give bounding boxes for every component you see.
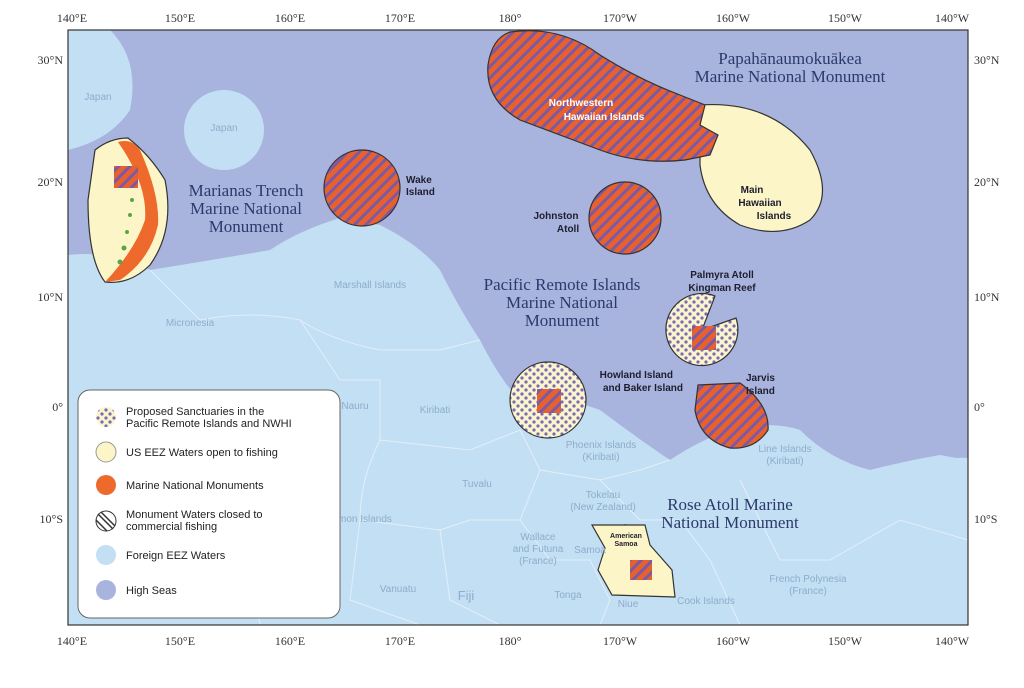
region-label: Tokelau (New Zealand) [570,490,636,513]
longitude-label: 170°W [603,634,638,648]
longitude-label: 140°E [57,11,87,25]
monument-label: Pacific Remote Islands Marine National Mon… [484,275,641,330]
longitude-label: 150°W [828,11,863,25]
legend-label: US EEZ Waters open to fishing [126,447,278,459]
legend-label: Proposed Sanctuaries in the Pacific Remot… [126,406,292,430]
region-label: Japan [84,92,111,103]
graticule-labels: 140°E 140°E 150°E 150°E 160°E 160°E 170°E 170°E… [38,11,1000,648]
longitude-label: 170°E [385,11,415,25]
region-label: Wallace and Futuna (France) [513,532,564,567]
map-frame [67,29,969,626]
region-label: French Polynesia (France) [769,574,847,597]
longitude-label: 160°W [716,634,751,648]
region-label: Nauru [341,401,368,412]
region-label: Vanuatu [380,584,417,595]
region-label: Solomon Islands [318,514,392,525]
region-label: Micronesia [166,318,215,329]
latitude-label: 0° [52,400,63,414]
region-label: Tuvalu [462,479,492,490]
region-label: Japan [210,123,237,134]
main-hawaiian-us-eez [699,103,824,233]
region-label: Marshall Islands [334,280,406,291]
legend-swatches [95,407,117,600]
legend-label: High Seas [126,585,177,597]
monument-label: Papahānaumokuākea Marine National Monumen… [695,49,886,86]
marianas-monument [105,141,159,282]
island-label: Jarvis Island [746,373,775,397]
island-label: Howland Island and Baker Island [600,370,683,394]
nwhi-monument [487,30,719,162]
region-label: Line Islands (Kiribati) [758,444,811,467]
latitude-label: 10°N [974,290,1000,304]
longitude-label: 180° [499,11,522,25]
longitude-label: 170°E [385,634,415,648]
howland-closed-waters [537,389,561,413]
rose-atoll-closed-waters [630,560,652,580]
latitude-label: 0° [974,400,985,414]
longitude-label: 150°E [165,634,195,648]
latitude-label: 20°N [974,175,1000,189]
region-label: Cook Islands [677,596,735,607]
latitude-label: 10°N [38,290,64,304]
region-label: Phoenix Islands (Kiribati) [566,440,637,463]
longitude-label: 140°W [935,11,970,25]
island-label: Johnston Atoll [534,211,580,235]
longitude-label: 160°W [716,11,751,25]
latitude-label: 20°N [38,175,64,189]
legend-label: Foreign EEZ Waters [126,550,226,562]
longitude-label: 140°W [935,634,970,648]
longitude-label: 160°E [275,11,305,25]
longitude-label: 180° [499,634,522,648]
latitude-label: 10°S [40,512,63,526]
eez-boundaries [149,269,968,625]
longitude-label: 140°E [57,634,87,648]
monument-label: Rose Atoll Marine National Monument [661,495,799,532]
latitude-label: 30°N [974,53,1000,67]
legend-label: Monument Waters closed to commercial fish… [126,509,263,533]
latitude-label: 30°N [38,53,64,67]
island-label: American Samoa [610,533,642,548]
marianas-closed-waters [114,166,138,188]
longitude-label: 150°E [165,11,195,25]
wake-monument [323,149,401,227]
latitude-label: 10°S [974,512,997,526]
legend-label: Marine National Monuments [126,480,264,492]
johnston-monument [588,181,662,255]
region-label: Niue [618,599,639,610]
region-label: Samoa [574,545,606,556]
longitude-label: 150°W [828,634,863,648]
monument-label: Marianas Trench Marine National Monument [189,181,304,236]
island-label: Northwestern Hawaiian Islands [549,98,645,123]
palmyra-closed-waters [692,326,716,350]
map-body: Japan Japan Marshall Islands Micronesia … [68,30,968,625]
island-label: Wake Island [406,175,435,198]
legend-box [77,389,341,619]
region-label: Tonga [554,590,582,601]
longitude-label: 170°W [603,11,638,25]
jarvis-monument [694,382,769,449]
region-label: Kiribati [420,405,451,416]
island-label: Main Hawaiian Islands [738,185,791,222]
region-label: Fiji [458,588,475,603]
island-label: Palmyra Atoll Kingman Reef [688,270,756,294]
longitude-label: 160°E [275,634,305,648]
